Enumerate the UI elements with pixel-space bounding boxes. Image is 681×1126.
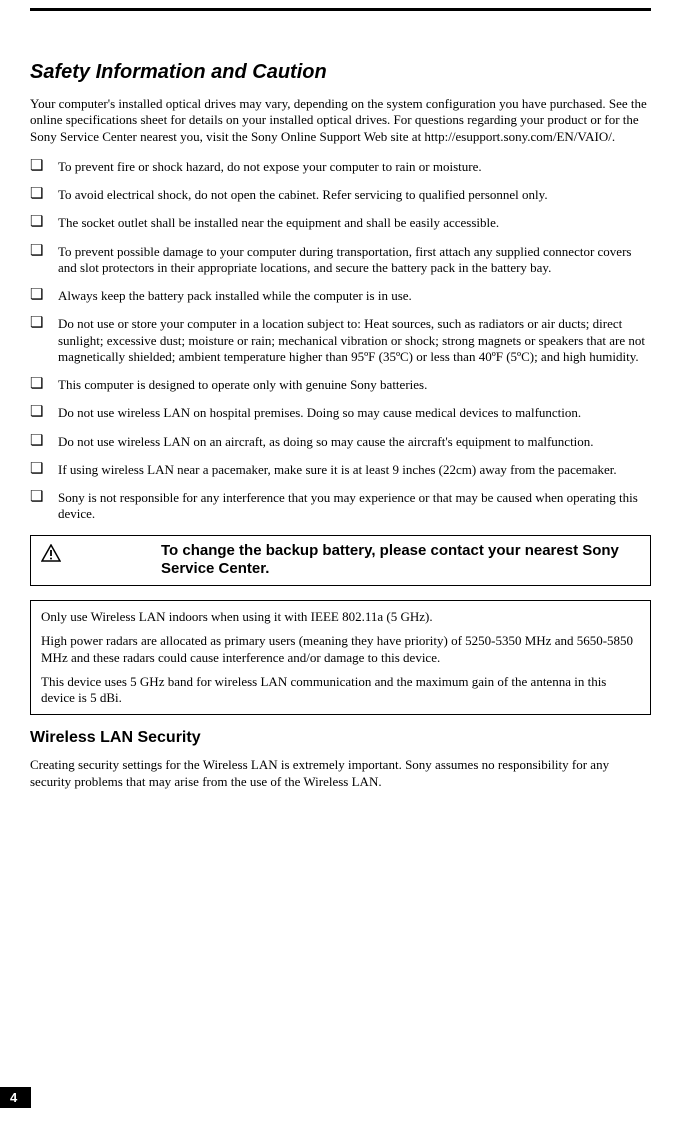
info-box: Only use Wireless LAN indoors when using… bbox=[30, 600, 651, 715]
page: Safety Information and Caution Your comp… bbox=[0, 8, 681, 1108]
list-item: ❏ Do not use or store your computer in a… bbox=[30, 316, 651, 365]
checkbox-bullet-icon: ❏ bbox=[30, 215, 58, 230]
bullet-text: The socket outlet shall be installed nea… bbox=[58, 215, 651, 231]
list-item: ❏ Always keep the battery pack installed… bbox=[30, 288, 651, 304]
bullet-text: Do not use or store your computer in a l… bbox=[58, 316, 651, 365]
subsection-title: Wireless LAN Security bbox=[30, 729, 651, 747]
checkbox-bullet-icon: ❏ bbox=[30, 288, 58, 303]
list-item: ❏ Do not use wireless LAN on an aircraft… bbox=[30, 434, 651, 450]
list-item: ❏ If using wireless LAN near a pacemaker… bbox=[30, 462, 651, 478]
checkbox-bullet-icon: ❏ bbox=[30, 187, 58, 202]
list-item: ❏ This computer is designed to operate o… bbox=[30, 377, 651, 393]
bullet-text: Sony is not responsible for any interfer… bbox=[58, 490, 651, 523]
list-item: ❏ To avoid electrical shock, do not open… bbox=[30, 187, 651, 203]
bullet-list: ❏ To prevent fire or shock hazard, do no… bbox=[30, 159, 651, 523]
checkbox-bullet-icon: ❏ bbox=[30, 490, 58, 505]
page-number: 4 bbox=[0, 1087, 31, 1108]
info-paragraph: High power radars are allocated as prima… bbox=[41, 633, 640, 666]
checkbox-bullet-icon: ❏ bbox=[30, 462, 58, 477]
list-item: ❏ The socket outlet shall be installed n… bbox=[30, 215, 651, 231]
warning-text: To change the backup battery, please con… bbox=[161, 542, 640, 580]
checkbox-bullet-icon: ❏ bbox=[30, 405, 58, 420]
info-paragraph: This device uses 5 GHz band for wireless… bbox=[41, 674, 640, 707]
subsection-body: Creating security settings for the Wirel… bbox=[30, 757, 651, 790]
checkbox-bullet-icon: ❏ bbox=[30, 244, 58, 259]
checkbox-bullet-icon: ❏ bbox=[30, 316, 58, 331]
warning-box: To change the backup battery, please con… bbox=[30, 535, 651, 587]
bullet-text: Always keep the battery pack installed w… bbox=[58, 288, 651, 304]
info-paragraph: Only use Wireless LAN indoors when using… bbox=[41, 609, 640, 625]
bullet-text: Do not use wireless LAN on an aircraft, … bbox=[58, 434, 651, 450]
bullet-text: To prevent fire or shock hazard, do not … bbox=[58, 159, 651, 175]
list-item: ❏ To prevent possible damage to your com… bbox=[30, 244, 651, 277]
bullet-text: Do not use wireless LAN on hospital prem… bbox=[58, 405, 651, 421]
intro-paragraph: Your computer's installed optical drives… bbox=[30, 96, 651, 145]
bullet-text: To avoid electrical shock, do not open t… bbox=[58, 187, 651, 203]
top-rule bbox=[30, 8, 651, 11]
list-item: ❏ Do not use wireless LAN on hospital pr… bbox=[30, 405, 651, 421]
checkbox-bullet-icon: ❏ bbox=[30, 434, 58, 449]
list-item: ❏ Sony is not responsible for any interf… bbox=[30, 490, 651, 523]
bullet-text: This computer is designed to operate onl… bbox=[58, 377, 651, 393]
caution-triangle-icon bbox=[41, 542, 161, 567]
list-item: ❏ To prevent fire or shock hazard, do no… bbox=[30, 159, 651, 175]
bullet-text: If using wireless LAN near a pacemaker, … bbox=[58, 462, 651, 478]
bullet-text: To prevent possible damage to your compu… bbox=[58, 244, 651, 277]
section-title: Safety Information and Caution bbox=[30, 61, 651, 84]
checkbox-bullet-icon: ❏ bbox=[30, 377, 58, 392]
checkbox-bullet-icon: ❏ bbox=[30, 159, 58, 174]
